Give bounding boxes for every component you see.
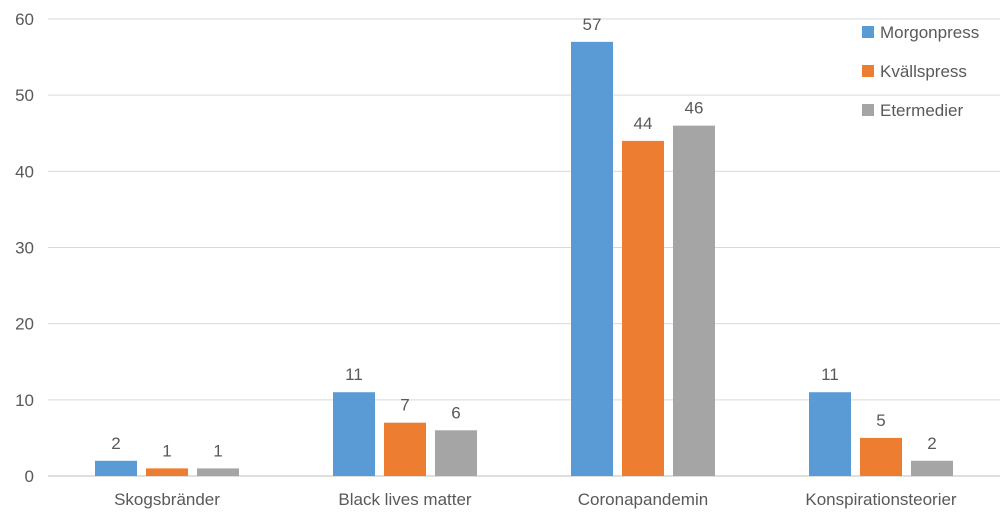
legend-label-kvällspress: Kvällspress bbox=[880, 62, 967, 81]
data-label: 11 bbox=[345, 365, 363, 384]
data-label: 1 bbox=[162, 441, 171, 460]
bar-etermedier-3 bbox=[911, 460, 953, 476]
y-axis-ticks: 0 10 20 30 40 50 60 bbox=[15, 10, 34, 486]
data-label: 5 bbox=[876, 411, 885, 430]
bar-morgonpress-2 bbox=[571, 41, 613, 476]
gridlines bbox=[48, 18, 1000, 477]
bars bbox=[95, 41, 953, 476]
data-label: 46 bbox=[685, 99, 704, 118]
legend-swatch-etermedier bbox=[862, 104, 874, 116]
legend-swatch-morgonpress bbox=[862, 26, 874, 38]
y-tick-label: 60 bbox=[15, 10, 34, 29]
x-category-label: Coronapandemin bbox=[578, 490, 708, 509]
bar-etermedier-2 bbox=[673, 125, 715, 476]
data-label: 7 bbox=[400, 396, 409, 415]
y-tick-label: 30 bbox=[15, 239, 34, 258]
x-axis-labels: Skogsbränder Black lives matter Coronapand… bbox=[114, 490, 957, 509]
bar-kvällspress-3 bbox=[860, 437, 902, 476]
bar-morgonpress-0 bbox=[95, 460, 137, 476]
legend-label-etermedier: Etermedier bbox=[880, 101, 963, 120]
y-tick-label: 10 bbox=[15, 391, 34, 410]
y-tick-label: 40 bbox=[15, 162, 34, 181]
bar-etermedier-1 bbox=[435, 430, 477, 476]
bar-morgonpress-1 bbox=[333, 392, 375, 476]
data-label: 44 bbox=[634, 114, 653, 133]
data-label: 57 bbox=[583, 15, 602, 34]
bar-morgonpress-3 bbox=[809, 392, 851, 476]
y-tick-label: 0 bbox=[25, 467, 34, 486]
data-label: 2 bbox=[111, 434, 120, 453]
legend-label-morgonpress: Morgonpress bbox=[880, 23, 979, 42]
legend: Morgonpress Kvällspress Etermedier bbox=[862, 23, 979, 120]
data-label: 11 bbox=[821, 365, 839, 384]
data-label: 6 bbox=[451, 403, 460, 422]
y-tick-label: 50 bbox=[15, 86, 34, 105]
x-category-label: Konspirationsteorier bbox=[805, 490, 957, 509]
data-label: 2 bbox=[927, 434, 936, 453]
x-category-label: Black lives matter bbox=[338, 490, 472, 509]
bar-kvällspress-1 bbox=[384, 422, 426, 476]
y-tick-label: 20 bbox=[15, 315, 34, 334]
bar-kvällspress-2 bbox=[622, 140, 664, 476]
data-label: 1 bbox=[213, 441, 222, 460]
legend-swatch-kvällspress bbox=[862, 65, 874, 77]
bar-kvällspress-0 bbox=[146, 468, 188, 476]
x-category-label: Skogsbränder bbox=[114, 490, 220, 509]
bar-etermedier-0 bbox=[197, 468, 239, 476]
